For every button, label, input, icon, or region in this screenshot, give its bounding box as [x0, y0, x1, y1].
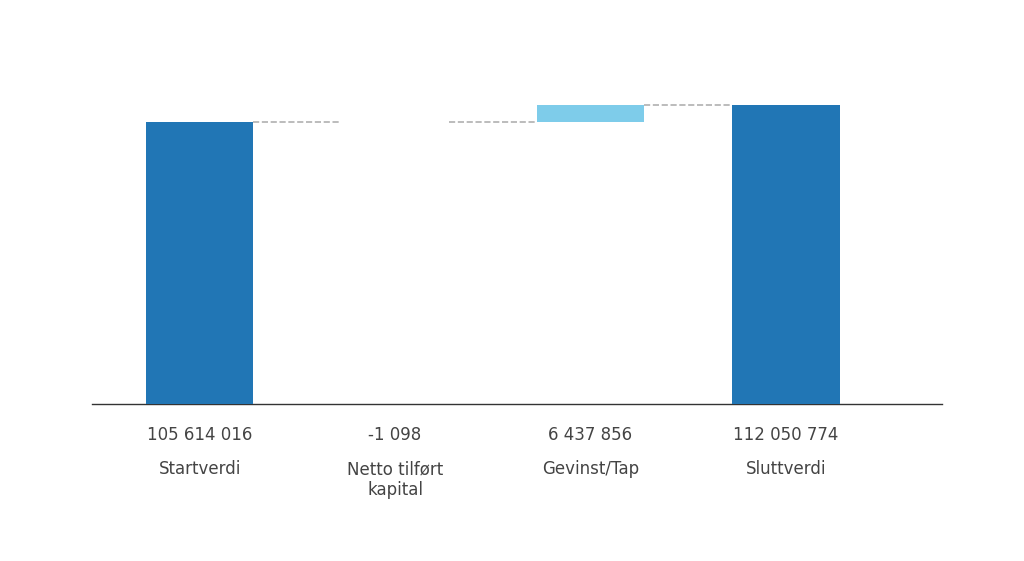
- Text: -1 098: -1 098: [369, 426, 422, 444]
- Text: Netto tilført
kapital: Netto tilført kapital: [347, 460, 443, 499]
- Text: 105 614 016: 105 614 016: [146, 426, 252, 444]
- Bar: [732, 105, 840, 404]
- Text: 6 437 856: 6 437 856: [548, 426, 633, 444]
- Text: Gevinst/Tap: Gevinst/Tap: [542, 460, 639, 478]
- Text: Sluttverdi: Sluttverdi: [745, 460, 826, 478]
- Bar: [145, 122, 253, 404]
- Text: 112 050 774: 112 050 774: [733, 426, 839, 444]
- Bar: [537, 105, 644, 122]
- Text: Startverdi: Startverdi: [159, 460, 241, 478]
- Text: Avkastning i perioden (NOK): Avkastning i perioden (NOK): [323, 20, 701, 44]
